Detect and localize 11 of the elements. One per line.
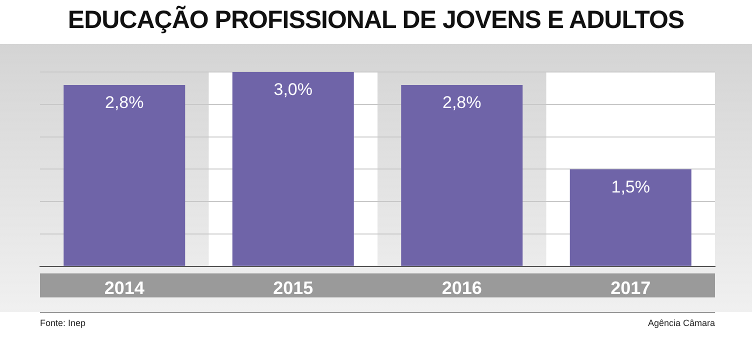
data-label: 1,5% <box>611 177 650 196</box>
x-tick-label: 2016 <box>442 278 482 298</box>
data-label: 2,8% <box>442 93 482 112</box>
x-tick-label: 2015 <box>273 278 314 298</box>
data-label: 2,8% <box>105 93 144 112</box>
x-tick-label: 2014 <box>104 278 144 298</box>
source-note: Fonte: Inep <box>40 318 86 328</box>
chart-title: EDUCAÇÃO PROFISSIONAL DE JOVENS E ADULTOS <box>66 6 686 35</box>
text: Agência Câmara <box>648 318 715 328</box>
x-tick-label: 2017 <box>610 278 651 298</box>
data-label: 3,0% <box>274 80 312 100</box>
